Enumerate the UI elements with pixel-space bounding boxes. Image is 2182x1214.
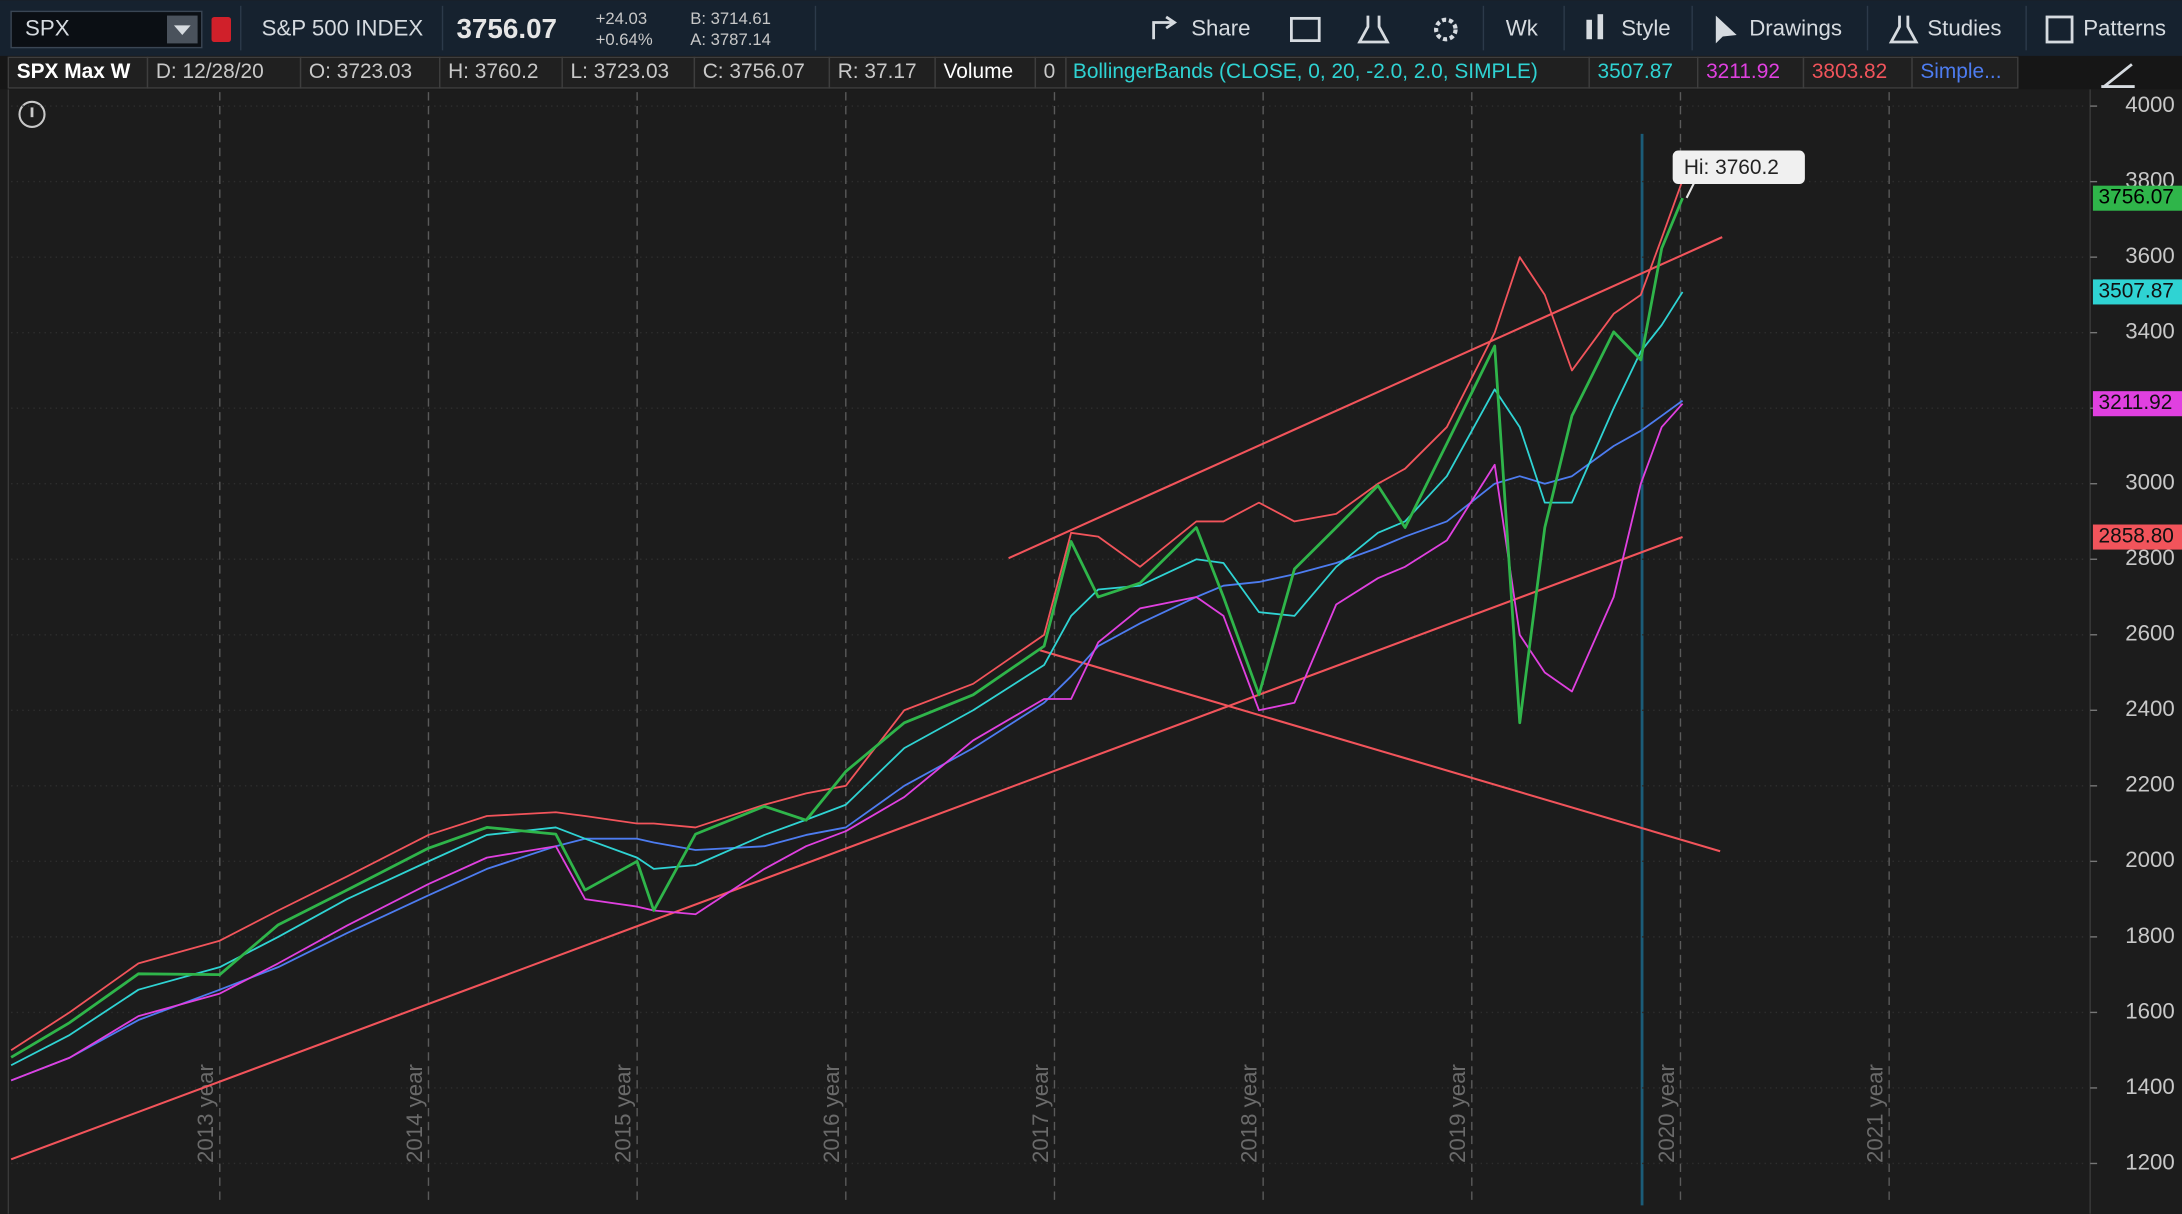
- cell: [1588, 56, 1699, 89]
- bar-close: C: 3756.07: [703, 60, 805, 83]
- y-tick-label: 1400: [2125, 1074, 2175, 1099]
- style-icon: [1597, 14, 1604, 40]
- tool-share[interactable]: Share: [1191, 15, 1250, 40]
- y-tick-label: 2000: [2125, 847, 2175, 872]
- cell: [693, 56, 831, 89]
- cell: [1911, 56, 2019, 89]
- snapshot-icon[interactable]: [1289, 16, 1321, 43]
- study-line: [10, 399, 1684, 1082]
- bid: B: 3714.61: [690, 9, 771, 28]
- y-tick-label: 3000: [2125, 470, 2175, 495]
- y-tick-label: 2200: [2125, 772, 2175, 797]
- hi-annotation: Hi: 3760.2: [1672, 150, 1805, 199]
- y-tick-label: 3600: [2125, 243, 2175, 268]
- change-percent: +0.64%: [596, 30, 653, 49]
- price-tag-label: 3756.07: [2099, 186, 2174, 209]
- cell: [561, 56, 696, 89]
- price-tag-label: 3507.87: [2099, 279, 2174, 302]
- volume-label: Volume: [943, 60, 1013, 83]
- bar-range: R: 37.17: [838, 60, 917, 83]
- tool-wk[interactable]: Wk: [1506, 15, 1539, 40]
- bar-open: O: 3723.03: [309, 60, 412, 83]
- trend-line: [1008, 236, 1723, 560]
- y-tick-label: 1200: [2125, 1149, 2175, 1174]
- x-tick-label: 2013 year: [193, 1063, 218, 1163]
- flask-icon[interactable]: [1357, 15, 1390, 44]
- alert-icon[interactable]: [211, 16, 232, 43]
- price-tag: [2092, 185, 2182, 211]
- y-tick-label: 2400: [2125, 696, 2175, 721]
- settings-icon[interactable]: [1434, 17, 1458, 42]
- price-line: [10, 197, 1684, 1059]
- tool-drawings[interactable]: Drawings: [1749, 15, 1842, 40]
- study-upper: 3803.82: [1812, 60, 1887, 83]
- trend-line: [1039, 649, 1721, 853]
- info-cells: [7, 56, 2019, 89]
- info-icon[interactable]: [18, 100, 46, 128]
- toolbar: [0, 0, 2182, 56]
- bar-high: H: 3760.2: [448, 60, 538, 83]
- x-tick-label: 2016 year: [819, 1063, 844, 1163]
- y-tick-label: 1600: [2125, 998, 2175, 1023]
- y-tick-label: 3400: [2125, 319, 2175, 344]
- symbol[interactable]: SPX: [25, 15, 70, 40]
- cell: [1697, 56, 1805, 89]
- y-tick-label: 1800: [2125, 923, 2175, 948]
- price-tag-label: 2858.80: [2099, 525, 2174, 548]
- description: S&P 500 INDEX: [262, 15, 424, 40]
- tool-studies[interactable]: Studies: [1927, 15, 2001, 40]
- patterns-icon: [2045, 15, 2074, 44]
- price-tag-label: 3211.92: [2099, 391, 2173, 414]
- scale-icon[interactable]: [2101, 63, 2135, 88]
- trend-line: [10, 536, 1683, 1161]
- y-tick-label: 2600: [2125, 621, 2175, 646]
- x-tick-label: 2015 year: [610, 1063, 635, 1163]
- price-tag: [2092, 524, 2182, 550]
- cell: [299, 56, 441, 89]
- annotation-box: [1672, 150, 1805, 184]
- x-tick-label: 2017 year: [1028, 1063, 1053, 1163]
- x-tick-label: 2019 year: [1445, 1063, 1470, 1163]
- tool-style[interactable]: Style: [1621, 15, 1670, 40]
- cell: [439, 56, 563, 89]
- change: +24.03: [596, 9, 648, 28]
- dropdown-arrow: [173, 25, 191, 36]
- study-line: [10, 291, 1684, 1067]
- drawings-icon: [1715, 15, 1737, 44]
- study-mid: 3507.87: [1598, 60, 1673, 83]
- study-name[interactable]: BollingerBands (CLOSE, 0, 20, -2.0, 2.0,…: [1073, 60, 1538, 83]
- price-tag: [2092, 279, 2182, 305]
- bar-low: L: 3723.03: [571, 60, 670, 83]
- price-tag: [2092, 391, 2182, 417]
- study-lower: 3211.92: [1706, 60, 1780, 83]
- chart-title: SPX Max W: [17, 60, 131, 83]
- study2-name[interactable]: Simple...: [1920, 60, 2001, 83]
- annotation-text: Hi: 3760.2: [1684, 156, 1779, 179]
- y-tick-label: 4000: [2125, 92, 2175, 117]
- share-icon: [1152, 15, 1178, 40]
- volume: 0: [1044, 60, 1056, 83]
- x-tick-label: 2020 year: [1654, 1063, 1679, 1163]
- study-line: [10, 179, 1684, 1051]
- tool-patterns[interactable]: Patterns: [2083, 15, 2166, 40]
- study-line: [10, 403, 1684, 1082]
- style-icon: [1586, 19, 1592, 40]
- studies-icon: [1888, 15, 1919, 44]
- bar-date: D: 12/28/20: [156, 60, 264, 83]
- ask: A: 3787.14: [690, 30, 771, 49]
- x-tick-label: 2018 year: [1236, 1063, 1261, 1163]
- last-price: 3756.07: [456, 13, 557, 44]
- x-tick-label: 2021 year: [1862, 1063, 1887, 1163]
- x-tick-label: 2014 year: [402, 1063, 427, 1163]
- cell: [828, 56, 936, 89]
